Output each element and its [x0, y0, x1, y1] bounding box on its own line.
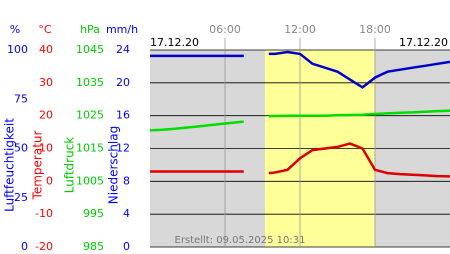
axis-title: Temperatur [31, 130, 45, 200]
y-tick-label: 1035 [76, 76, 104, 89]
y-tick-label: 0 [21, 240, 28, 250]
y-tick-label: 8 [123, 174, 130, 187]
y-tick-label: 20 [116, 76, 130, 89]
y-tick-label: 985 [83, 240, 104, 250]
x-tick-label: 06:00 [209, 23, 241, 36]
axis-unit: mm/h [106, 23, 138, 36]
end-date: 17.12.20 [399, 36, 448, 49]
axis-title: Niederschlag [107, 126, 121, 204]
x-tick-label: 12:00 [284, 23, 316, 36]
y-tick-label: 75 [14, 92, 28, 105]
y-tick-label: -20 [35, 240, 53, 250]
axis-unit: % [10, 23, 20, 36]
y-tick-label: 10 [39, 142, 53, 155]
y-tick-label: 1025 [76, 109, 104, 122]
y-tick-label: 16 [116, 109, 130, 122]
y-tick-label: -10 [35, 207, 53, 220]
y-tick-label: 25 [14, 191, 28, 204]
series-line [149, 109, 450, 132]
series-line [150, 50, 450, 89]
y-tick-label: 24 [116, 43, 130, 56]
footer: Erstellt: 09.05.2025 10:31 [175, 235, 306, 246]
axis-title: Luftdruck [63, 137, 77, 194]
y-tick-label: 40 [39, 43, 53, 56]
axis-unit: °C [38, 23, 52, 36]
y-tick-label: 0 [123, 240, 130, 250]
axis-title: Luftfeuchtigkeit [3, 118, 17, 212]
y-tick-label: 4 [123, 207, 130, 220]
axis-unit: hPa [80, 23, 100, 36]
start-date: 17.12.20 [150, 36, 199, 49]
y-tick-label: 1005 [76, 174, 104, 187]
y-tick-label: 1015 [76, 142, 104, 155]
y-tick-label: 12 [116, 142, 130, 155]
y-tick-label: 995 [83, 207, 104, 220]
y-tick-label: 30 [39, 76, 53, 89]
y-tick-label: 0 [46, 174, 53, 187]
y-tick-label: 1045 [76, 43, 104, 56]
y-tick-label: 100 [7, 43, 28, 56]
x-tick-label: 18:00 [359, 23, 391, 36]
series-line [150, 142, 450, 178]
y-tick-label: 20 [39, 109, 53, 122]
y-tick-label: 50 [14, 142, 28, 155]
